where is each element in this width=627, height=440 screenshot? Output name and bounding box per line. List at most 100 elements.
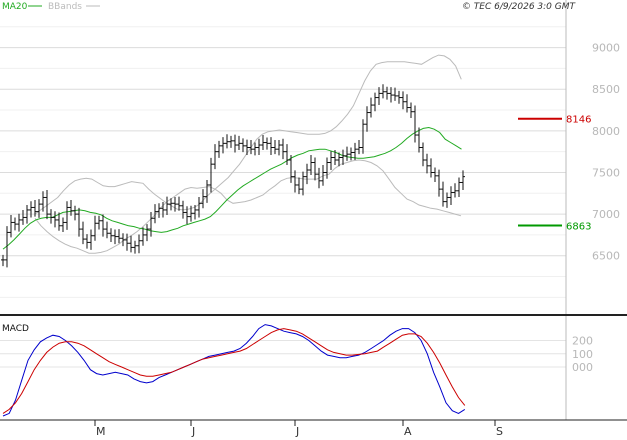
price-tick-label: 7000 bbox=[592, 208, 620, 221]
ohlc-bar bbox=[413, 105, 417, 143]
ohlc-bar bbox=[81, 221, 85, 245]
macd-line bbox=[2, 324, 466, 417]
macd-tick-label: 200 bbox=[572, 335, 593, 348]
ohlc-bar bbox=[9, 214, 13, 238]
ohlc-bar bbox=[145, 224, 149, 242]
ohlc-bar bbox=[157, 203, 161, 218]
level-marker-label: 8146 bbox=[566, 115, 591, 126]
ohlc-bar bbox=[457, 177, 461, 198]
ohlc-bar bbox=[221, 137, 225, 154]
copyright-text: © TEC 6/9/2026 3:0 GMT bbox=[462, 2, 577, 12]
ohlc-bar bbox=[337, 152, 341, 167]
ohlc-bar bbox=[377, 87, 381, 106]
ohlc-bar bbox=[357, 140, 361, 155]
ohlc-bar bbox=[141, 227, 145, 246]
ohlc-bar bbox=[421, 142, 425, 167]
x-axis-month-label: A bbox=[404, 425, 412, 438]
x-axis-month-label: J bbox=[295, 425, 299, 438]
ohlc-bar bbox=[249, 140, 253, 155]
ohlc-bar bbox=[93, 215, 97, 241]
ohlc-bar bbox=[29, 201, 33, 218]
ohlc-bar bbox=[345, 146, 349, 161]
ohlc-bar bbox=[33, 199, 37, 217]
ohlc-bar bbox=[325, 157, 329, 179]
bollinger-lower-line bbox=[34, 159, 462, 254]
legend-label: BBands bbox=[48, 2, 82, 12]
ohlc-bar bbox=[177, 196, 181, 211]
ohlc-bar bbox=[165, 196, 169, 215]
ohlc-bar bbox=[381, 84, 385, 99]
ohlc-bar bbox=[269, 137, 273, 156]
ohlc-bar bbox=[365, 106, 369, 132]
ohlc-bar bbox=[401, 91, 405, 110]
ohlc-bar bbox=[133, 240, 137, 254]
ohlc-bar bbox=[433, 167, 437, 183]
ohlc-bar bbox=[441, 181, 445, 207]
ohlc-bar bbox=[405, 94, 409, 113]
ohlc-bar bbox=[97, 215, 101, 230]
ohlc-bar bbox=[45, 189, 49, 220]
ohlc-bar bbox=[101, 214, 105, 237]
ohlc-bar bbox=[205, 179, 209, 203]
ohlc-bar bbox=[13, 217, 17, 231]
ohlc-bar bbox=[161, 202, 165, 218]
ohlc-bar bbox=[285, 144, 289, 165]
ohlc-bar bbox=[49, 209, 53, 224]
ohlc-bar bbox=[5, 226, 9, 268]
ohlc-bar bbox=[73, 205, 77, 221]
ma20-line bbox=[2, 126, 462, 250]
ohlc-bar bbox=[69, 199, 73, 216]
ohlc-bar bbox=[1, 254, 5, 267]
x-axis-month-label: S bbox=[496, 425, 503, 438]
ohlc-bar bbox=[25, 204, 29, 224]
ohlc-bar bbox=[317, 167, 321, 189]
ohlc-bar bbox=[333, 150, 337, 165]
ohlc-bar bbox=[409, 102, 413, 118]
ohlc-bar bbox=[225, 134, 229, 149]
ohlc-bar bbox=[369, 97, 373, 118]
ohlc-bar bbox=[229, 135, 233, 148]
ohlc-bar bbox=[21, 209, 25, 225]
level-marker-label: 6863 bbox=[566, 222, 591, 233]
ohlc-bar bbox=[41, 191, 45, 212]
ohlc-bar bbox=[437, 169, 441, 197]
ohlc-bar bbox=[237, 135, 241, 151]
ohlc-bar bbox=[301, 171, 305, 196]
ohlc-bar bbox=[297, 177, 301, 195]
macd-signal-line bbox=[2, 328, 466, 414]
ohlc-bar bbox=[253, 142, 257, 156]
price-tick-label: 8000 bbox=[592, 125, 620, 138]
price-tick-label: 7500 bbox=[592, 166, 620, 179]
ohlc-bar bbox=[193, 204, 197, 220]
ohlc-bar bbox=[185, 206, 189, 225]
ohlc-bar bbox=[281, 138, 285, 160]
ohlc-bar bbox=[373, 92, 377, 112]
ohlc-bar bbox=[241, 138, 245, 153]
ohlc-bar bbox=[137, 234, 141, 254]
ohlc-bar bbox=[37, 199, 41, 218]
ohlc-bar bbox=[425, 153, 429, 174]
ohlc-bar bbox=[125, 233, 129, 251]
ohlc-bar bbox=[173, 197, 177, 212]
ohlc-bar bbox=[389, 87, 393, 103]
ohlc-bar bbox=[117, 229, 121, 244]
price-tick-label: 8500 bbox=[592, 83, 620, 96]
ohlc-bar bbox=[17, 213, 21, 232]
ohlc-bar bbox=[113, 229, 117, 245]
ohlc-bar bbox=[209, 157, 213, 193]
ohlc-bar bbox=[341, 149, 345, 165]
ohlc-bar bbox=[353, 142, 357, 160]
ohlc-bar bbox=[153, 204, 157, 224]
ohlc-bar bbox=[53, 211, 57, 228]
ohlc-bar bbox=[197, 197, 201, 218]
ohlc-bar bbox=[293, 170, 297, 193]
ohlc-bar bbox=[129, 235, 133, 253]
ohlc-bar bbox=[105, 221, 109, 239]
ohlc-bar bbox=[313, 157, 317, 181]
macd-title: MACD bbox=[2, 324, 29, 334]
ohlc-bar bbox=[65, 201, 69, 230]
ohlc-bar bbox=[385, 86, 389, 100]
ohlc-bar bbox=[265, 137, 269, 150]
bollinger-upper-line bbox=[34, 54, 462, 215]
